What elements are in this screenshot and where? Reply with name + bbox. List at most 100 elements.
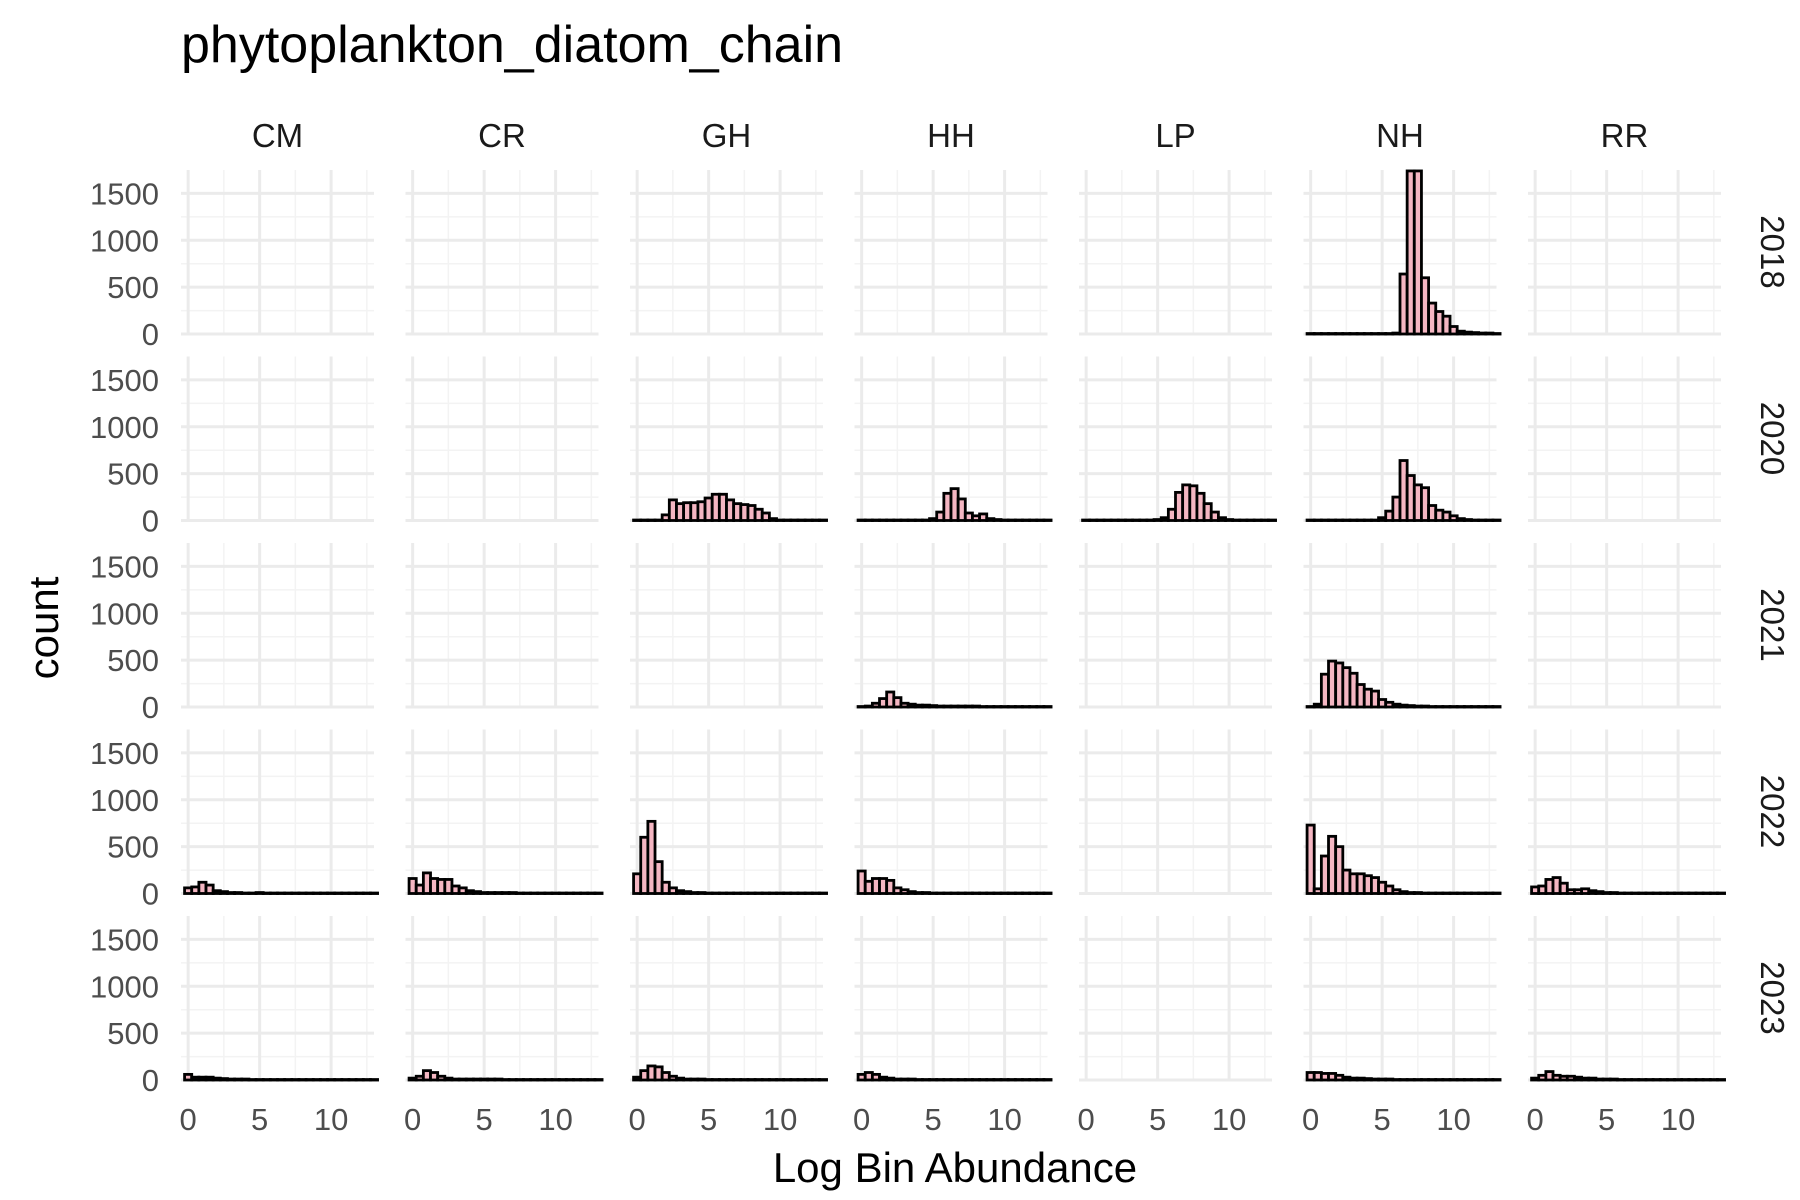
y-tick-label: 1000 (90, 223, 159, 258)
histogram-bar (1042, 518, 1053, 522)
histogram-bar (1491, 891, 1502, 895)
x-tick-label: 10 (1212, 1102, 1246, 1137)
panel-nh-2018 (1303, 169, 1502, 336)
y-tick-label: 1500 (90, 549, 159, 584)
panel-cm-2021 (181, 543, 374, 709)
panel-hh-2020 (854, 356, 1053, 522)
y-tick-label: 1500 (90, 363, 159, 398)
histogram-bar (646, 819, 657, 895)
histogram-bar (1267, 518, 1277, 522)
x-tick-label: 10 (538, 1102, 572, 1137)
strip-label-hh: HH (927, 117, 975, 154)
y-tick-label: 500 (107, 1016, 159, 1051)
histogram-bar (818, 891, 828, 895)
strip-label-2020: 2020 (1754, 402, 1791, 475)
histogram-bar (1420, 486, 1430, 522)
panel-nh-2020 (1303, 356, 1502, 522)
y-tick-label: 0 (142, 504, 159, 539)
y-tick-label: 1000 (90, 596, 159, 631)
y-tick-label: 500 (107, 643, 159, 678)
y-tick-label: 1000 (90, 783, 159, 818)
strip-label-gh: GH (702, 117, 752, 154)
panel-cr-2023 (405, 916, 604, 1082)
y-tick-label: 500 (107, 830, 159, 865)
x-tick-label: 10 (763, 1102, 797, 1137)
panel-gh-2023 (630, 916, 828, 1082)
strip-label-2023: 2023 (1754, 961, 1791, 1034)
x-tick-label: 0 (1527, 1102, 1544, 1137)
y-axis-title: count (20, 576, 67, 679)
panel-rr-2018 (1528, 170, 1721, 336)
panel-cr-2022 (405, 729, 604, 895)
panel-hh-2023 (854, 916, 1053, 1082)
histogram-bar (1042, 891, 1053, 895)
x-tick-label: 5 (700, 1102, 717, 1137)
panel-lp-2022 (1079, 729, 1272, 895)
y-tick-label: 1500 (90, 922, 159, 957)
panel-cm-2020 (181, 356, 374, 522)
strip-label-nh: NH (1376, 117, 1424, 154)
strip-label-cr: CR (478, 117, 526, 154)
x-tick-label: 0 (404, 1102, 421, 1137)
panel-gh-2021 (630, 543, 823, 709)
y-tick-label: 1500 (90, 176, 159, 211)
histogram-bar (1209, 510, 1220, 522)
y-tick-label: 1000 (90, 410, 159, 445)
panel-cm-2023 (181, 916, 379, 1082)
histogram-bar (1491, 705, 1502, 709)
x-tick-label: 10 (987, 1102, 1021, 1137)
y-tick-label: 0 (142, 1063, 159, 1098)
strip-label-2018: 2018 (1754, 215, 1791, 288)
panel-lp-2018 (1079, 170, 1272, 336)
histogram-bar (369, 891, 379, 895)
histogram-bar (1491, 1078, 1502, 1082)
histogram-bar (1716, 891, 1726, 895)
panel-nh-2021 (1303, 543, 1502, 709)
histogram-bar (1491, 332, 1502, 336)
histogram-bar (593, 891, 604, 895)
panel-rr-2023 (1528, 916, 1726, 1082)
histogram-bar (760, 511, 771, 522)
panel-lp-2023 (1079, 916, 1272, 1082)
strip-label-2022: 2022 (1754, 775, 1791, 848)
x-axis-title: Log Bin Abundance (773, 1144, 1137, 1191)
x-tick-label: 5 (1149, 1102, 1166, 1137)
x-tick-label: 5 (1374, 1102, 1391, 1137)
histogram-bar (1305, 823, 1316, 895)
panel-gh-2018 (630, 170, 823, 336)
panels-layer: CM05001000150005001000150005001000150005… (90, 117, 1791, 1137)
histogram-bar (204, 883, 215, 895)
panel-cm-2022 (181, 729, 379, 895)
x-tick-label: 0 (180, 1102, 197, 1137)
panel-rr-2021 (1528, 543, 1721, 709)
y-tick-label: 0 (142, 877, 159, 912)
x-tick-label: 5 (476, 1102, 493, 1137)
histogram-bar (1491, 518, 1502, 522)
panel-lp-2020 (1079, 356, 1277, 522)
y-tick-label: 1000 (90, 969, 159, 1004)
histogram-bar (369, 1078, 379, 1082)
x-tick-label: 0 (1302, 1102, 1319, 1137)
histogram-bar (653, 860, 664, 895)
strip-label-cm: CM (252, 117, 303, 154)
panel-hh-2018 (854, 170, 1048, 336)
x-tick-label: 10 (1661, 1102, 1695, 1137)
histogram-bar (1441, 314, 1452, 336)
histogram-bar (956, 497, 967, 522)
histogram-bar (1042, 705, 1053, 709)
chart-title: phytoplankton_diatom_chain (181, 16, 843, 74)
y-tick-label: 1500 (90, 736, 159, 771)
histogram-bar (818, 1078, 828, 1082)
panel-gh-2022 (630, 729, 828, 895)
x-tick-label: 5 (251, 1102, 268, 1137)
y-tick-label: 500 (107, 270, 159, 305)
x-tick-label: 5 (925, 1102, 942, 1137)
panel-cr-2018 (405, 170, 599, 336)
x-tick-label: 10 (1436, 1102, 1470, 1137)
x-tick-label: 0 (1078, 1102, 1095, 1137)
y-tick-label: 0 (142, 690, 159, 725)
histogram-bar (818, 518, 828, 522)
y-tick-label: 0 (142, 317, 159, 352)
